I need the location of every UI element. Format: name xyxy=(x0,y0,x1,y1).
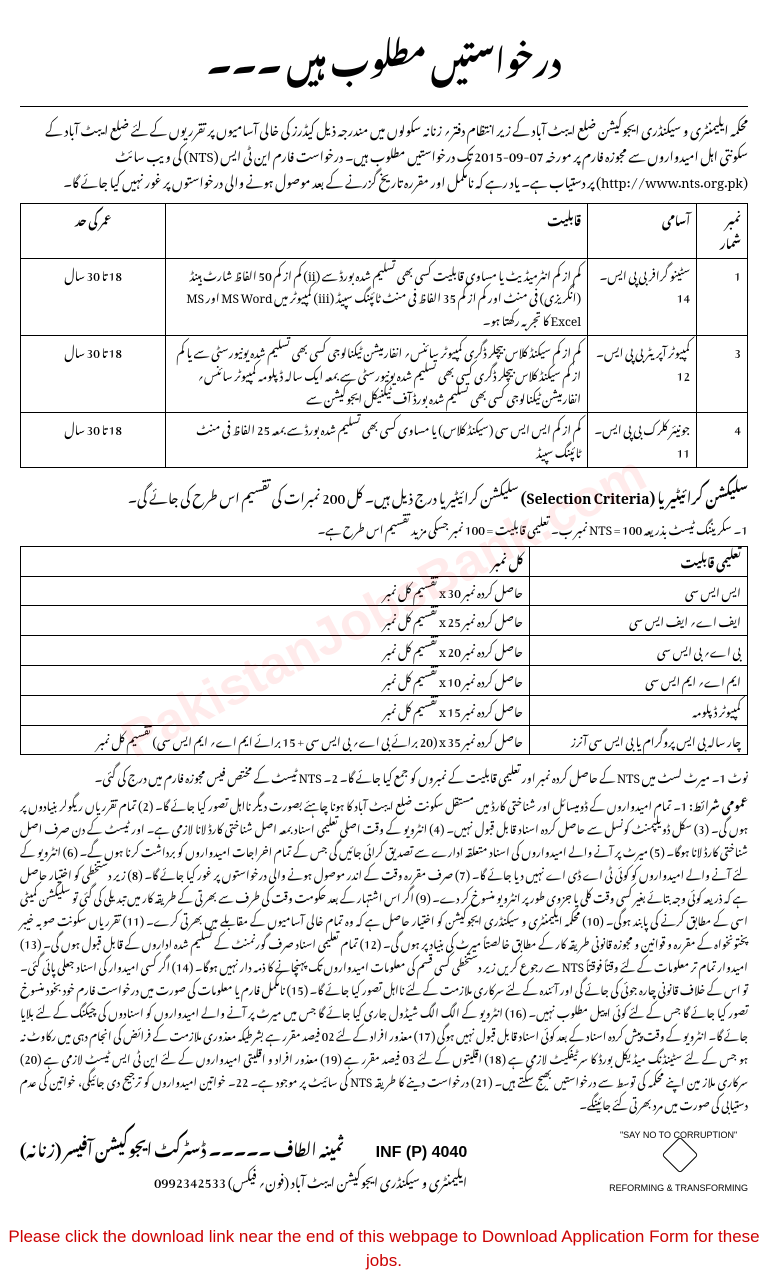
table-cell: کمپیوٹر آپریٹر بی پی ایس۔12 xyxy=(588,335,697,412)
department-line: ایلیمنٹری و سیکنڈری ایجوکیشن ایبٹ آباد (… xyxy=(20,1168,467,1193)
table-cell: 3 xyxy=(697,335,748,412)
intro-paragraph: محکمہ ایلیمنٹری و سیکنڈری ایجوکیشن ضلع ا… xyxy=(20,115,748,193)
col-header: تعلیمی قابلیت xyxy=(529,546,747,576)
table-header-row: نمبر شمار آسامی قابلیت عمر کی حد xyxy=(21,204,748,259)
general-conditions: عمومی شرائط: 1۔ تمام امیدواروں کے ڈومیسا… xyxy=(20,792,748,1114)
table-row: کمپیوٹر ڈپلومہحاصل کردہ نمبر x 15 تقسیم … xyxy=(21,695,748,725)
table-row: ایم اے؍ ایم ایس سیحاصل کردہ نمبر x 10 تق… xyxy=(21,665,748,695)
table-cell: کم از کم ایس ایس سی (سیکنڈ کلاس) یا مساو… xyxy=(166,413,588,468)
col-header: کل نمبر xyxy=(21,546,530,576)
col-header: عمر کی حد xyxy=(21,204,166,259)
table-cell: حاصل کردہ نمبر x 10 تقسیم کل نمبر xyxy=(21,665,530,695)
download-instruction: Please click the download link near the … xyxy=(0,1225,768,1273)
conditions-body: 1۔ تمام امیدواروں کے ڈومیسائل اور شناختی… xyxy=(20,789,748,1117)
notes-line: نوٹ 1۔ میرٹ لسٹ میں NTS کے حاصل کردہ نمب… xyxy=(20,765,748,788)
inf-number: INF (P) 4040 xyxy=(376,1138,468,1168)
table-row: 4جونیئر کلرک بی پی ایس۔11کم از کم ایس ای… xyxy=(21,413,748,468)
table-cell: 18 تا 30 سال xyxy=(21,335,166,412)
table-row: چار سالہ بی ایس پروگرام یا بی ایس سی آنر… xyxy=(21,725,748,755)
table-cell: 4 xyxy=(697,413,748,468)
table-cell: ایس ایس سی xyxy=(529,576,747,606)
table-cell: کمپیوٹر ڈپلومہ xyxy=(529,695,747,725)
table-cell: کم از کم سیکنڈ کلاس بیچلر ڈگری کمپیوٹر س… xyxy=(166,335,588,412)
table-row: 3کمپیوٹر آپریٹر بی پی ایس۔12کم از کم سیک… xyxy=(21,335,748,412)
table-cell: حاصل کردہ نمبر x 25 تقسیم کل نمبر xyxy=(21,606,530,636)
table-cell: حاصل کردہ نمبر x 15 تقسیم کل نمبر xyxy=(21,695,530,725)
officer-name: ثمینہ الطاف ۔۔۔۔۔ ڈسٹرکٹ ایجوکیشن آفیسر … xyxy=(20,1127,344,1167)
table-cell: ایم اے؍ ایم ایس سی xyxy=(529,665,747,695)
col-header: آسامی xyxy=(588,204,697,259)
criteria-table: تعلیمی قابلیت کل نمبر ایس ایس سیحاصل کرد… xyxy=(20,546,748,756)
table-cell: جونیئر کلرک بی پی ایس۔11 xyxy=(588,413,697,468)
col-header: نمبر شمار xyxy=(697,204,748,259)
table-cell: سٹینو گرافر بی پی ایس۔14 xyxy=(588,258,697,335)
table-cell: 1 xyxy=(697,258,748,335)
table-cell: حاصل کردہ نمبر x 35 (20 برائے بی اے؍ بی … xyxy=(21,725,530,755)
table-cell: کم از کم انٹرمیڈیٹ یا مساوی قابلیت کسی ب… xyxy=(166,258,588,335)
table-cell: حاصل کردہ نمبر x 20 تقسیم کل نمبر xyxy=(21,636,530,666)
document-page: PakistanJobsBank.com درخواستیں مطلوب ہیں… xyxy=(0,0,768,1213)
table-cell: 18 تا 30 سال xyxy=(21,413,166,468)
selection-heading: سلیکشن کرائیٹیریا (Selection Criteria) س… xyxy=(20,478,748,513)
table-cell: 18 تا 30 سال xyxy=(21,258,166,335)
table-cell: بی اے؍ بی ایس سی xyxy=(529,636,747,666)
logo-tagline: REFORMING & TRANSFORMING xyxy=(609,1183,748,1193)
table-cell: ایف اے؍ ایف ایس سی xyxy=(529,606,747,636)
table-row: 1سٹینو گرافر بی پی ایس۔14کم از کم انٹرمی… xyxy=(21,258,748,335)
table-cell: چار سالہ بی ایس پروگرام یا بی ایس سی آنر… xyxy=(529,725,747,755)
table-row: بی اے؍ بی ایس سیحاصل کردہ نمبر x 20 تقسی… xyxy=(21,636,748,666)
kpk-logo-icon xyxy=(649,1140,709,1180)
selection-line: 1۔ سکریننگ ٹیسٹ بذریعہ NTS = 100 نمبر ب۔… xyxy=(20,517,748,540)
page-title: درخواستیں مطلوب ہیں ۔۔۔ xyxy=(20,12,748,107)
table-row: ایس ایس سیحاصل کردہ نمبر x 30 تقسیم کل ن… xyxy=(21,576,748,606)
footer-signature: INF (P) 4040 ثمینہ الطاف ۔۔۔۔۔ ڈسٹرکٹ ای… xyxy=(20,1132,467,1193)
table-row: ایف اے؍ ایف ایس سیحاصل کردہ نمبر x 25 تق… xyxy=(21,606,748,636)
footer-logo-block: "SAY NO TO CORRUPTION" REFORMING & TRANS… xyxy=(609,1130,748,1193)
table-cell: حاصل کردہ نمبر x 30 تقسیم کل نمبر xyxy=(21,576,530,606)
col-header: قابلیت xyxy=(166,204,588,259)
table-header-row: تعلیمی قابلیت کل نمبر xyxy=(21,546,748,576)
posts-table: نمبر شمار آسامی قابلیت عمر کی حد 1سٹینو … xyxy=(20,203,748,468)
footer: "SAY NO TO CORRUPTION" REFORMING & TRANS… xyxy=(20,1124,748,1193)
